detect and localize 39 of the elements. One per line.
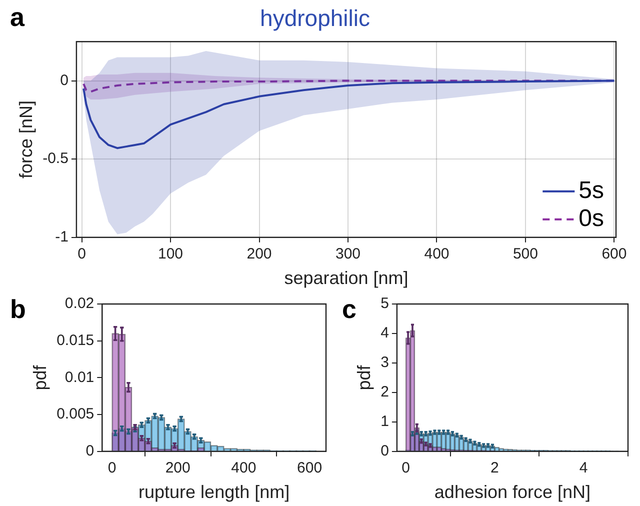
text: b bbox=[10, 294, 26, 324]
y-tick-label: 4 bbox=[380, 324, 389, 342]
x-tick-label: 600 bbox=[602, 246, 627, 263]
chart-title: hydrophilic bbox=[260, 5, 370, 32]
y-tick-label: 0 bbox=[60, 72, 68, 89]
y-tick-label: -0.5 bbox=[42, 150, 68, 168]
x-axis-title: separation [nm] bbox=[284, 268, 408, 288]
text: c bbox=[342, 294, 356, 324]
y-tick-label: 2 bbox=[380, 384, 389, 401]
y-tick-label: -1 bbox=[55, 228, 68, 246]
x-axis-title: adhesion force [nN] bbox=[434, 482, 591, 502]
x-tick-label: 400 bbox=[424, 246, 450, 263]
y-tick-label: 0.005 bbox=[56, 406, 94, 423]
y-tick-label: 0.02 bbox=[64, 295, 94, 312]
x-tick-label: 500 bbox=[512, 246, 538, 263]
y-axis-title: pdf bbox=[30, 364, 50, 390]
legend-label: 0s bbox=[578, 205, 604, 232]
y-tick-label: 5 bbox=[380, 295, 389, 312]
x-tick-label: 100 bbox=[158, 246, 184, 263]
y-axis-title: pdf bbox=[354, 364, 374, 390]
x-tick-label: 200 bbox=[246, 246, 272, 263]
y-tick-label: 0.015 bbox=[56, 332, 94, 349]
x-tick-label: 300 bbox=[335, 246, 361, 263]
y-tick-label: 0 bbox=[86, 442, 94, 460]
x-tick-label: 0 bbox=[402, 460, 410, 477]
text: a bbox=[10, 2, 25, 32]
y-tick-label: 0.01 bbox=[64, 368, 94, 386]
y-tick-label: 1 bbox=[380, 413, 389, 430]
legend-label: 5s bbox=[578, 177, 604, 204]
x-axis-title: rupture length [nm] bbox=[138, 482, 290, 502]
x-tick-label: 0 bbox=[108, 460, 116, 477]
x-tick-label: 400 bbox=[231, 460, 256, 477]
y-tick-label: 3 bbox=[380, 354, 389, 372]
x-tick-label: 200 bbox=[165, 460, 190, 477]
y-tick-label: 0 bbox=[380, 442, 389, 460]
x-tick-label: 600 bbox=[297, 460, 322, 477]
y-axis-title: force [nN] bbox=[16, 100, 36, 179]
x-tick-label: 4 bbox=[579, 460, 588, 477]
x-tick-label: 2 bbox=[490, 460, 499, 477]
